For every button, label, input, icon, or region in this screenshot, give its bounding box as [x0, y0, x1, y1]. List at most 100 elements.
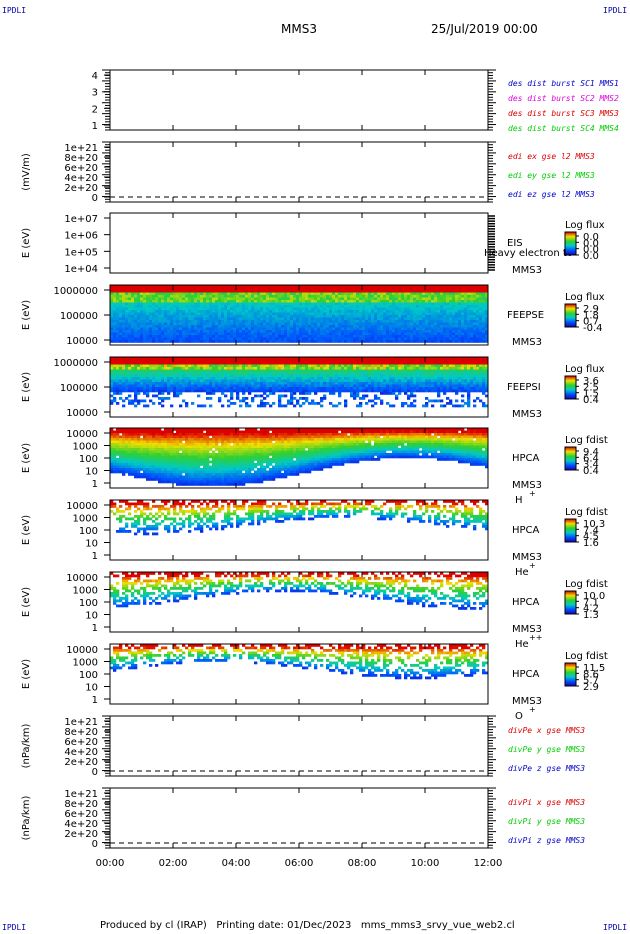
spectrogram-cell	[386, 374, 390, 378]
spectrogram-cell	[188, 369, 192, 373]
spectrogram-cell	[227, 320, 231, 323]
spectrogram-cell	[302, 295, 306, 298]
spectrogram-cell	[320, 387, 324, 390]
spectrogram-cell	[209, 295, 213, 298]
spectrogram-cell	[122, 320, 126, 323]
spectrogram-cell	[416, 374, 420, 378]
spectrogram-cell	[143, 310, 147, 313]
spectrogram-cell	[251, 305, 255, 308]
spectrogram-cell	[320, 300, 324, 303]
spectrogram-cell	[242, 364, 246, 368]
spectrogram-cell	[116, 362, 120, 365]
spectrogram-cell	[266, 394, 270, 398]
spectrogram-cell	[383, 307, 387, 311]
spectrogram-cell	[131, 332, 135, 336]
spectrogram-cell	[368, 305, 372, 308]
spectrogram-cell	[482, 317, 486, 321]
spectrogram-cell	[260, 325, 264, 328]
spectrogram-cell	[116, 392, 120, 395]
spectrogram-cell	[236, 307, 240, 311]
spectrogram-cell	[239, 404, 243, 408]
spectrogram-cell	[128, 327, 132, 331]
spectrogram-cell	[209, 397, 213, 400]
spectrogram-cell	[380, 310, 384, 313]
spectrogram-cell	[374, 362, 378, 365]
spectrogram-cell	[284, 300, 288, 303]
spectrogram-cell	[314, 330, 318, 333]
spectrogram-cell	[188, 300, 192, 303]
spectrogram-cell	[281, 285, 285, 288]
spectrogram-cell	[389, 300, 393, 303]
spectrogram-cell	[134, 392, 138, 395]
spectrogram-cell	[323, 374, 327, 378]
spectrogram-cell	[413, 389, 417, 393]
spectrogram-cell	[287, 362, 291, 365]
spectrogram-cell	[119, 320, 123, 323]
spectrogram-cell	[155, 337, 159, 341]
spectrogram-cell	[119, 357, 123, 360]
y-tick-label: 1000000	[53, 286, 98, 297]
spectrogram-cell	[212, 359, 216, 363]
spectrogram-cell	[212, 357, 216, 360]
spectrogram-cell	[278, 379, 282, 383]
spectrogram-cell	[131, 377, 135, 380]
spectrogram-cell	[212, 382, 216, 385]
spectrogram-cell	[449, 300, 453, 303]
spectrogram-cell	[275, 379, 279, 383]
spectrogram-cell	[272, 297, 276, 301]
spectrogram-cell	[257, 327, 261, 331]
spectrogram-cell	[197, 320, 201, 323]
spectrogram-cell	[194, 312, 198, 316]
spectrogram-cell	[272, 317, 276, 321]
spectrogram-cell	[140, 384, 144, 388]
spectrogram-cell	[383, 384, 387, 388]
spectrogram-cell	[296, 285, 300, 288]
spectrogram-cell	[227, 340, 231, 343]
spectrogram-cell	[356, 374, 360, 378]
spectrogram-cell	[248, 327, 252, 331]
spectrogram-cell	[452, 315, 456, 318]
spectrogram-cell	[191, 332, 195, 336]
spectrogram-cell	[179, 384, 183, 388]
spectrogram-cell	[410, 315, 414, 318]
spectrogram-cell	[317, 357, 321, 360]
spectrogram-cell	[428, 372, 432, 375]
spectrogram-cell	[260, 394, 264, 398]
spectrogram-cell	[233, 310, 237, 313]
spectrogram-cell	[305, 312, 309, 316]
spectrogram-cell	[446, 374, 450, 378]
spectrogram-cell	[212, 295, 216, 298]
spectrogram-cell	[116, 290, 120, 293]
spectrogram-cell	[374, 384, 378, 388]
spectrogram-cell	[299, 372, 303, 375]
spectrogram-cell	[203, 287, 207, 291]
spectrogram-cell	[290, 290, 294, 293]
spectrogram-cell	[392, 305, 396, 308]
spectrogram-cell	[227, 305, 231, 308]
spectrogram-cell	[380, 322, 384, 326]
spectrogram-cell	[380, 312, 384, 316]
spectrogram-cell	[215, 367, 219, 370]
spectrogram-cell	[383, 290, 387, 293]
spectrogram-cell	[383, 330, 387, 333]
spectrogram-cell	[125, 307, 129, 311]
spectrogram-cell	[182, 372, 186, 375]
spectrogram-cell	[176, 357, 180, 360]
spectrogram-cell	[275, 327, 279, 331]
spectrogram-cell	[221, 362, 225, 365]
spectrogram-cell	[125, 337, 129, 341]
spectrogram-cell	[377, 332, 381, 336]
spectrogram-cell	[419, 320, 423, 323]
spectrogram-cell	[122, 332, 126, 336]
spectrogram-cell	[221, 287, 225, 291]
spectrogram-cell	[212, 369, 216, 373]
spectrogram-cell	[431, 379, 435, 383]
spectrogram-cell	[410, 392, 414, 395]
spectrogram-cell	[347, 297, 351, 301]
spectrogram-cell	[287, 295, 291, 298]
spectrogram-cell	[302, 307, 306, 311]
spectrogram-cell	[455, 307, 459, 311]
spectrogram-cell	[371, 362, 375, 365]
spectrogram-cell	[332, 372, 336, 375]
spectrogram-cell	[281, 302, 285, 306]
